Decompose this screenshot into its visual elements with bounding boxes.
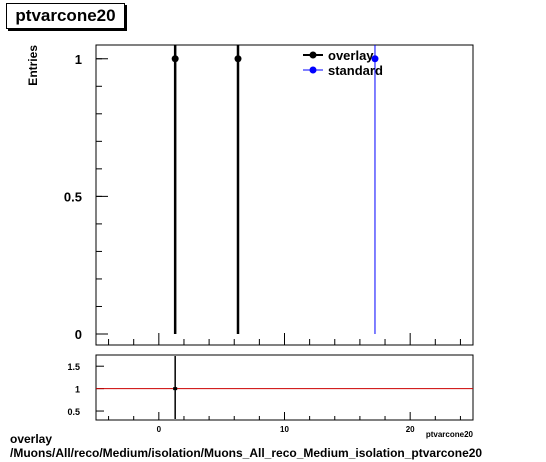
legend-standard-marker (309, 66, 317, 74)
ratio-y-tick-label: 1 (75, 385, 80, 395)
main-y-tick-label: 1 (75, 52, 82, 67)
series-overlay-point (234, 55, 242, 63)
main-plot-frame (95, 44, 474, 346)
series-overlay-point (171, 55, 179, 63)
main-y-tick-label: 0 (75, 327, 82, 342)
legend-standard-label: standard (328, 63, 383, 78)
main-y-tick-label: 0.5 (64, 189, 82, 204)
caption-path: /Muons/All/reco/Medium/isolation/Muons_A… (10, 446, 483, 460)
legend-overlay-marker (309, 51, 317, 59)
y-axis-label: Entries (26, 45, 40, 86)
ratio-point (173, 387, 178, 391)
ratio-x-tick-label: 10 (280, 425, 289, 434)
caption-label: overlay (10, 432, 53, 446)
ratio-y-tick-label: 0.5 (67, 407, 80, 417)
series-standard-point (371, 55, 379, 63)
ratio-x-tick-label: 20 (406, 425, 415, 434)
ratio-plot-frame (95, 354, 474, 421)
ratio-x-tick-label: 0 (157, 425, 162, 434)
ratio-y-tick-label: 1.5 (67, 362, 80, 372)
x-axis-label: ptvarcone20 (426, 430, 474, 439)
legend-overlay-label: overlay (328, 48, 374, 63)
plot-title: ptvarcone20 (6, 3, 125, 29)
